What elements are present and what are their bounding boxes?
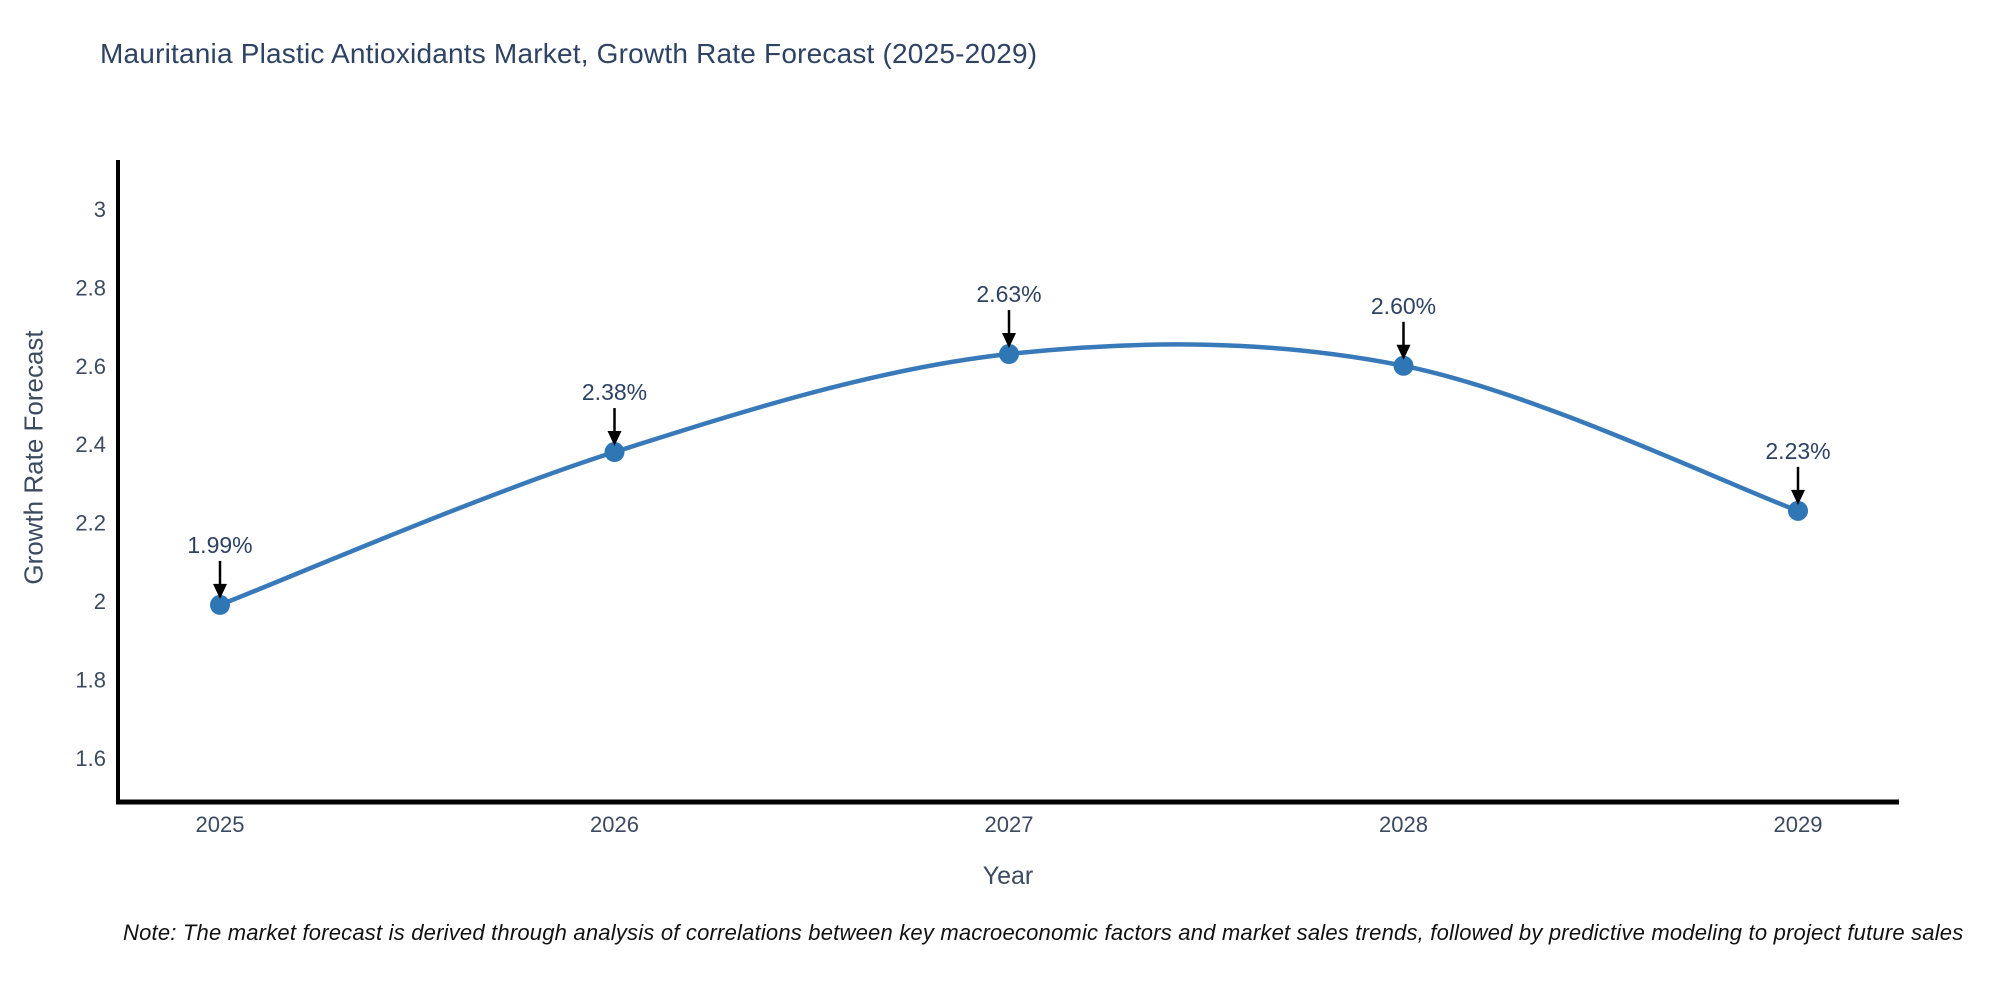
data-point-label: 2.60%: [1371, 293, 1436, 319]
x-tick-label: 2029: [1774, 812, 1823, 837]
data-point-marker[interactable]: [604, 442, 625, 463]
data-point-marker[interactable]: [1788, 500, 1808, 521]
data-point-label: 2.63%: [976, 281, 1041, 307]
x-tick-label: 2026: [590, 812, 639, 837]
y-tick-label: 3: [94, 197, 106, 222]
annotation-arrow-head-icon: [607, 431, 622, 447]
annotation-arrow-head-icon: [1791, 489, 1805, 505]
y-axis-title: Growth Rate Forecast: [18, 330, 49, 585]
y-tick-label: 2.2: [75, 511, 106, 536]
annotation-arrow-head-icon: [1002, 333, 1016, 349]
y-tick-label: 2.6: [75, 354, 106, 379]
data-point-marker[interactable]: [1393, 355, 1414, 376]
x-axis-title: Year: [982, 862, 1034, 890]
y-tick-label: 2: [94, 589, 106, 614]
data-point-label: 1.99%: [187, 532, 252, 558]
data-point-marker[interactable]: [999, 344, 1019, 365]
y-tick-label: 1.8: [75, 667, 106, 692]
x-tick-label: 2025: [196, 812, 245, 837]
forecast-line: [217, 342, 1801, 608]
y-tick-label: 2.4: [75, 432, 106, 457]
x-tick-label: 2027: [985, 812, 1034, 837]
data-point-label: 2.38%: [582, 379, 647, 405]
y-tick-label: 1.6: [75, 746, 106, 771]
data-point-label: 2.23%: [1765, 438, 1830, 464]
footer-note: Note: The market forecast is derived thr…: [123, 920, 1964, 945]
x-tick-label: 2028: [1379, 812, 1428, 837]
chart-title: Mauritania Plastic Antioxidants Market, …: [100, 38, 1038, 69]
annotation-arrow-head-icon: [213, 583, 227, 599]
annotation-arrow-head-icon: [1396, 344, 1411, 360]
y-tick-label: 2.8: [75, 275, 106, 300]
data-point-marker[interactable]: [210, 594, 230, 615]
